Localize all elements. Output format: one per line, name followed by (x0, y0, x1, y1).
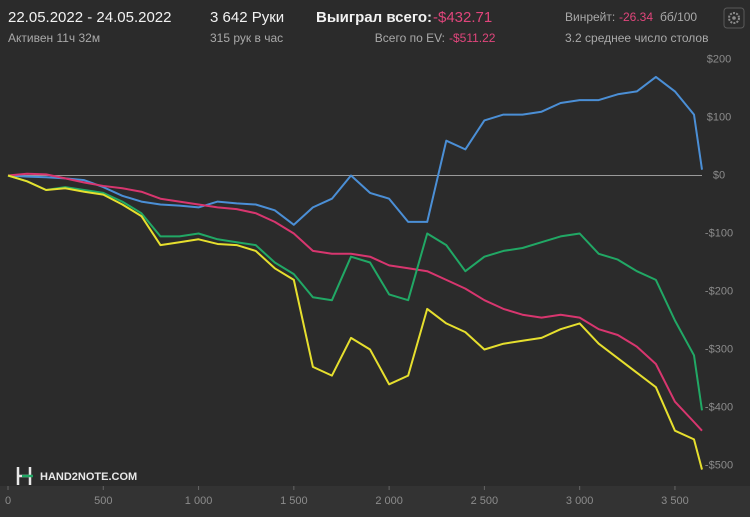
x-tick-label: 0 (5, 495, 11, 507)
logo-icon (16, 467, 33, 485)
tables: 3.2 среднее число столов (565, 31, 708, 45)
y-tick-label: -$300 (705, 343, 733, 355)
y-tick-label: -$400 (705, 401, 733, 413)
active-time: Активен 11ч 32м (8, 31, 100, 45)
ev-label: Всего по EV: (375, 31, 445, 45)
y-tick-label: $200 (707, 53, 731, 65)
y-tick-label: -$100 (705, 227, 733, 239)
y-tick-label: $0 (713, 169, 725, 181)
y-tick-label: $100 (707, 111, 731, 123)
x-tick-label: 2 000 (375, 495, 403, 507)
x-tick-label: 3 500 (661, 495, 689, 507)
series-line (7, 75, 703, 226)
ev-value: -$511.22 (449, 31, 496, 45)
x-tick-label: 2 500 (471, 495, 499, 507)
series-line (7, 174, 703, 470)
winrate-value: -26.34 (619, 10, 653, 24)
settings-button[interactable] (723, 7, 745, 29)
won-value: -$432.71 (433, 9, 492, 26)
won-label: Выиграл всего: (316, 9, 432, 26)
y-tick-label: -$500 (705, 459, 733, 471)
x-tick-label: 500 (94, 495, 112, 507)
winrate-unit: бб/100 (660, 10, 697, 24)
x-tick-label: 1 000 (185, 495, 213, 507)
x-axis-band (0, 486, 750, 517)
hands-per-hour: 315 рук в час (210, 31, 283, 45)
date-range: 22.05.2022 - 24.05.2022 (8, 9, 171, 26)
x-tick-label: 1 500 (280, 495, 308, 507)
logo: HAND2NOTE.COM (40, 471, 137, 483)
winrate-label: Винрейт: (565, 10, 615, 24)
series-line (7, 174, 703, 411)
hands: 3 642 Руки (210, 9, 284, 26)
y-tick-label: -$200 (705, 285, 733, 297)
series-line (7, 172, 703, 432)
x-tick-label: 3 000 (566, 495, 594, 507)
